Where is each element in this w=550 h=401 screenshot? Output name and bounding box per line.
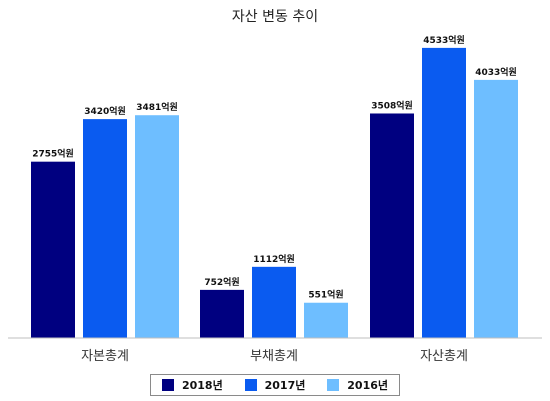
bar-value-label-1-1: 1112억원: [253, 253, 295, 265]
bar-2-1: [422, 47, 466, 338]
legend-swatch-2: [327, 379, 340, 391]
bar-value-label-2-1: 4533억원: [423, 34, 465, 46]
legend-item-2: 2016년: [327, 377, 388, 393]
legend-label-2: 2016년: [347, 379, 389, 392]
bar-2-2: [474, 79, 518, 338]
bar-value-label-2-0: 3508억원: [371, 99, 413, 111]
bar-value-labels: 2755억원 3420억원 3481억원 752억원 1112억원 551억원 3508억원…: [32, 34, 517, 301]
category-label-1: 부채총계: [250, 349, 298, 364]
legend-label-1: 2017년: [264, 379, 306, 392]
bar-0-1: [83, 119, 127, 339]
bar-value-label-2-2: 4033억원: [475, 66, 517, 78]
category-label-0: 자본총계: [81, 349, 129, 364]
bar-value-label-0-1: 3420억원: [84, 105, 126, 117]
bar-value-label-1-2: 551억원: [308, 289, 343, 301]
category-label-2: 자산총계: [420, 349, 468, 364]
bar-0-2: [135, 115, 179, 338]
legend-swatch-0: [161, 379, 174, 391]
category-labels: 자본총계 부채총계 자산총계: [81, 349, 468, 364]
bar-1-2: [304, 302, 348, 338]
bar-0-0: [31, 161, 75, 338]
bar-2-0: [370, 113, 414, 338]
chart-title: 자산 변동 추이: [231, 9, 319, 25]
bar-1-0: [200, 289, 244, 338]
bar-value-label-1-0: 752억원: [204, 276, 239, 288]
legend-label-0: 2018년: [181, 379, 223, 392]
bars-layer: [31, 47, 518, 339]
legend-item-1: 2017년: [244, 377, 306, 393]
legend-swatch-1: [244, 379, 257, 391]
legend: 2018년 2017년 2016년: [150, 374, 400, 396]
bar-value-label-0-2: 3481억원: [136, 101, 178, 113]
bar-value-label-0-0: 2755억원: [32, 148, 74, 160]
legend-item-0: 2018년: [161, 377, 223, 393]
bar-1-1: [252, 266, 296, 338]
